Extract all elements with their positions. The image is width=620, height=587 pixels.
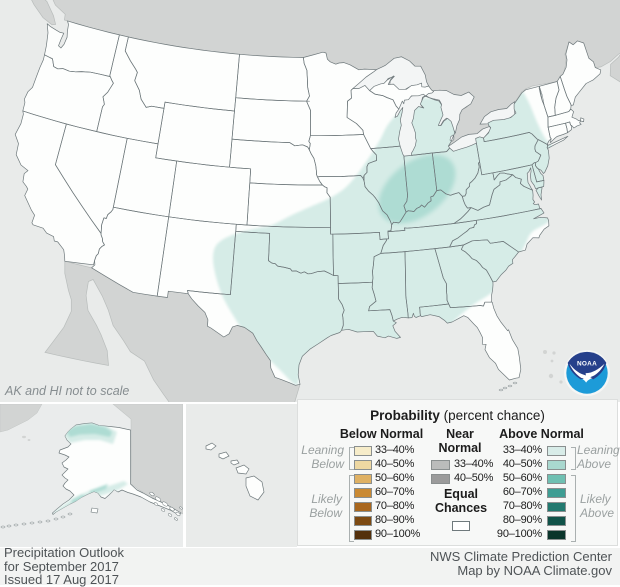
svg-text:NOAA: NOAA [577, 361, 597, 368]
